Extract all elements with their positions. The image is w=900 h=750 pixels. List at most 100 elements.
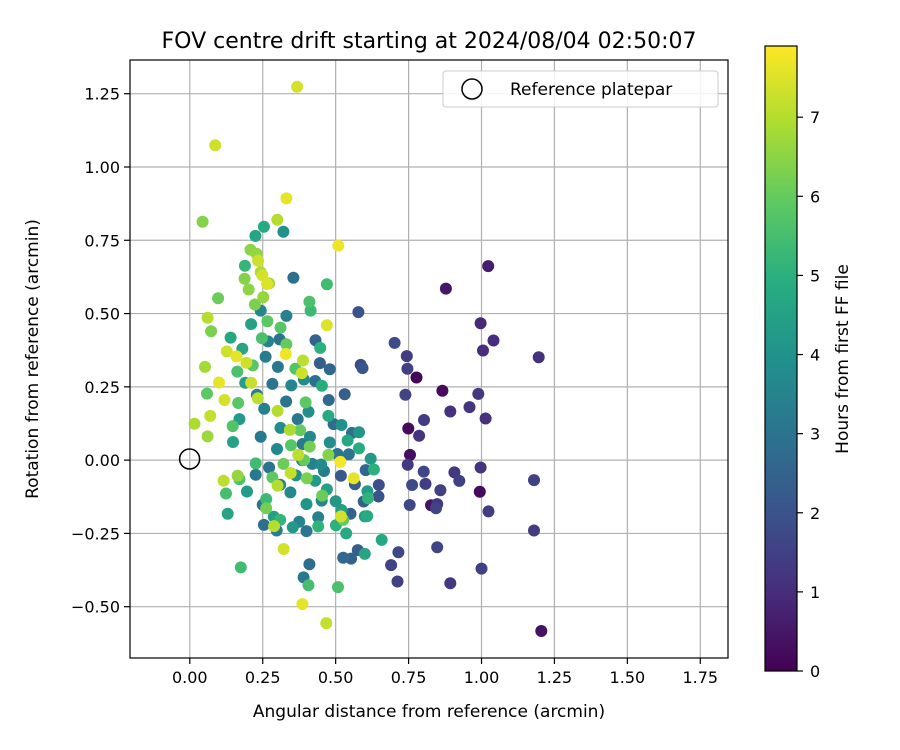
data-point [410,371,423,384]
data-point [430,502,442,515]
data-point [364,452,377,465]
data-point [444,577,457,590]
x-tick-label: 1.25 [537,668,573,687]
data-point [463,401,476,414]
data-point [332,239,345,252]
colorbar-gradient [765,46,797,671]
data-point [352,306,365,319]
data-point [482,505,495,518]
data-point [201,311,214,324]
reference-platepar-marker [178,448,201,470]
colorbar-tick-label: 2 [810,504,820,523]
data-point [234,561,247,574]
data-point [230,350,243,363]
data-point [242,283,255,296]
data-point [302,405,315,418]
data-point [361,510,374,523]
data-point [254,430,267,443]
data-point [338,388,351,401]
data-point [535,625,548,637]
data-point [316,489,329,502]
data-point [268,520,281,533]
data-point [334,455,347,468]
y-tick-label: −0.50 [71,598,120,617]
data-point [280,338,293,351]
colorbar-frame [764,45,798,672]
data-point [479,412,492,425]
data-point [300,498,313,511]
data-point [392,546,405,559]
data-point [283,423,296,436]
x-tick-label: 0.00 [172,668,208,687]
data-point [271,479,284,492]
legend: Reference platepar [442,70,719,108]
data-point [329,495,342,508]
colorbar-tick-label: 4 [810,346,820,365]
data-point [303,558,316,571]
data-point [249,229,262,242]
data-point [312,511,325,524]
data-point [313,357,326,370]
data-point [402,422,415,435]
data-point [295,367,308,380]
data-point [224,331,237,344]
data-point [332,581,344,594]
data-point [204,409,217,422]
x-tick-label: 1.00 [464,668,500,687]
data-point [291,413,304,426]
data-point [314,341,327,354]
data-point [320,319,333,332]
data-point [252,254,265,267]
data-point [532,351,545,364]
data-point [372,490,385,503]
data-point [249,468,262,481]
data-point [487,334,500,347]
data-point [342,448,355,461]
data-point [271,213,284,226]
data-point [201,387,213,400]
data-point [213,376,225,389]
data-point [220,487,232,500]
legend-box [442,70,719,108]
data-point [296,598,309,611]
data-point [297,354,309,367]
data-point [334,510,347,523]
data-point [279,348,292,360]
data-point [475,562,488,575]
data-point [256,269,269,282]
data-point [221,507,234,520]
data-point [212,292,225,305]
data-point [453,474,466,487]
data-point [400,350,413,363]
data-point [245,318,258,331]
data-point [263,461,276,474]
data-point [280,192,293,205]
data-point [245,376,258,389]
data-point [474,461,487,474]
data-point [226,420,239,433]
data-point [362,492,374,505]
data-point [399,388,412,401]
data-point [260,493,273,506]
data-point [271,404,284,417]
data-point [353,442,365,455]
x-tick-label: 0.50 [318,668,354,687]
data-point [248,298,261,311]
colorbar-label: Hours from first FF file [833,264,853,454]
data-point [227,436,239,448]
data-point [284,486,297,499]
y-axis-label: Rotation from reference (arcmin) [23,219,43,499]
data-point [320,617,333,630]
data-point [375,533,388,546]
data-point [257,291,270,304]
data-point [274,321,287,334]
colorbar-tick-label: 7 [810,108,820,127]
data-point [277,457,290,470]
y-tick-label: 0.50 [84,305,120,324]
y-tick-label: −0.25 [71,524,120,543]
data-point [482,260,495,273]
colorbar-tick-label: 1 [810,583,820,602]
data-point [372,479,385,491]
data-point [477,344,489,357]
